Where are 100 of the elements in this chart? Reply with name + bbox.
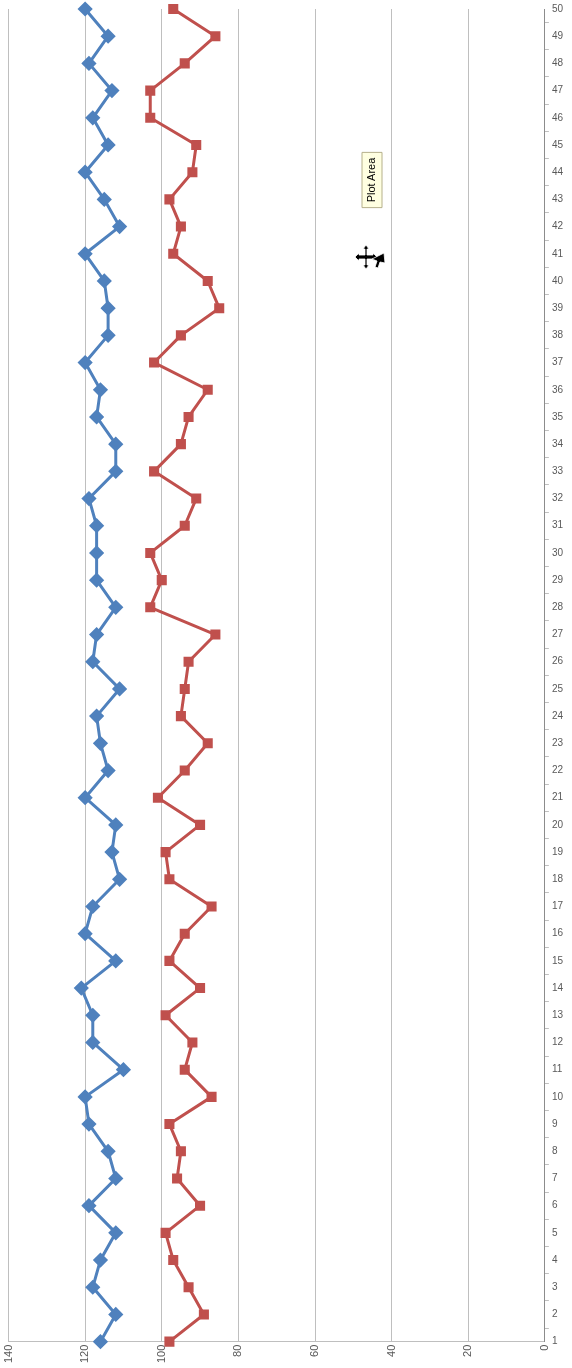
y-tick-label: 21 <box>551 791 564 803</box>
y-tick-label: 24 <box>551 709 564 721</box>
point <box>164 874 175 885</box>
point <box>202 384 213 395</box>
point <box>164 194 175 205</box>
point <box>112 219 127 234</box>
point <box>149 466 160 477</box>
point <box>210 31 221 42</box>
point <box>85 110 100 125</box>
point <box>89 573 104 588</box>
y-tick-label: 40 <box>551 274 564 286</box>
x-tick-label: 40 <box>384 1344 397 1357</box>
y-tick-label: 44 <box>551 165 564 177</box>
point <box>179 683 190 694</box>
point <box>179 58 190 69</box>
point <box>164 1336 175 1347</box>
y-tick-label: 25 <box>551 682 564 694</box>
y-tick-label: 38 <box>551 329 564 341</box>
y-tick-label: 36 <box>551 383 564 395</box>
point <box>179 928 190 939</box>
point <box>160 1010 171 1021</box>
point <box>108 600 123 615</box>
x-tick-label: 100 <box>154 1344 167 1364</box>
y-tick-label: 27 <box>551 628 564 640</box>
point <box>145 547 156 558</box>
y-tick-label: 16 <box>551 927 564 939</box>
point <box>116 1062 131 1077</box>
point <box>160 847 171 858</box>
y-tick-label: 39 <box>551 301 564 313</box>
point <box>214 303 225 314</box>
point <box>101 29 116 44</box>
y-tick-label: 43 <box>551 193 564 205</box>
y-tick-label: 26 <box>551 655 564 667</box>
point <box>164 955 175 966</box>
y-tick-label: 10 <box>551 1090 564 1102</box>
y-tick-label: 30 <box>551 546 564 558</box>
point <box>198 1309 209 1320</box>
point <box>89 409 104 424</box>
point <box>108 1307 123 1322</box>
point <box>81 1117 96 1132</box>
point <box>112 872 127 887</box>
point <box>108 437 123 452</box>
y-tick-label: 19 <box>551 845 564 857</box>
y-tick-label: 31 <box>551 519 564 531</box>
y-tick-label: 33 <box>551 465 564 477</box>
y-tick-label: 1 <box>551 1335 558 1347</box>
x-tick-label: 120 <box>78 1344 91 1364</box>
y-tick-label: 37 <box>551 356 564 368</box>
point <box>183 411 194 422</box>
y-tick-label: 32 <box>551 492 564 504</box>
point <box>93 382 108 397</box>
point <box>108 1171 123 1186</box>
point <box>85 1280 100 1295</box>
point <box>145 85 156 96</box>
point <box>78 790 93 805</box>
point <box>101 328 116 343</box>
x-tick-label: 0 <box>537 1344 550 1351</box>
point <box>85 654 100 669</box>
point <box>101 763 116 778</box>
point <box>183 1282 194 1293</box>
point <box>78 926 93 941</box>
point <box>108 1225 123 1240</box>
point <box>145 112 156 123</box>
point <box>101 301 116 316</box>
point <box>175 221 186 232</box>
y-tick-label: 41 <box>551 247 564 259</box>
y-tick-label: 17 <box>551 900 564 912</box>
point <box>74 981 89 996</box>
point <box>149 357 160 368</box>
point <box>78 355 93 370</box>
point <box>156 575 167 586</box>
point <box>97 192 112 207</box>
point <box>97 273 112 288</box>
y-tick-label: 2 <box>551 1308 558 1320</box>
point <box>108 953 123 968</box>
y-tick-label: 11 <box>551 1063 563 1075</box>
point <box>195 1200 206 1211</box>
point <box>168 248 179 259</box>
point <box>89 545 104 560</box>
y-tick-label: 6 <box>551 1199 558 1211</box>
point <box>89 627 104 642</box>
point <box>183 656 194 667</box>
point <box>187 167 198 178</box>
point <box>101 1144 116 1159</box>
y-tick-label: 50 <box>551 2 564 14</box>
point <box>93 1253 108 1268</box>
y-tick-label: 34 <box>551 437 564 449</box>
y-tick-label: 12 <box>551 1036 564 1048</box>
y-tick-label: 47 <box>551 84 564 96</box>
y-tick-label: 5 <box>551 1226 558 1238</box>
point <box>175 1146 186 1157</box>
point <box>89 518 104 533</box>
point <box>104 83 119 98</box>
point <box>160 1227 171 1238</box>
y-tick-label: 49 <box>551 29 564 41</box>
y-tick-label: 9 <box>551 1117 558 1129</box>
point <box>108 817 123 832</box>
point <box>81 56 96 71</box>
point <box>152 792 163 803</box>
y-tick-label: 20 <box>551 818 564 830</box>
